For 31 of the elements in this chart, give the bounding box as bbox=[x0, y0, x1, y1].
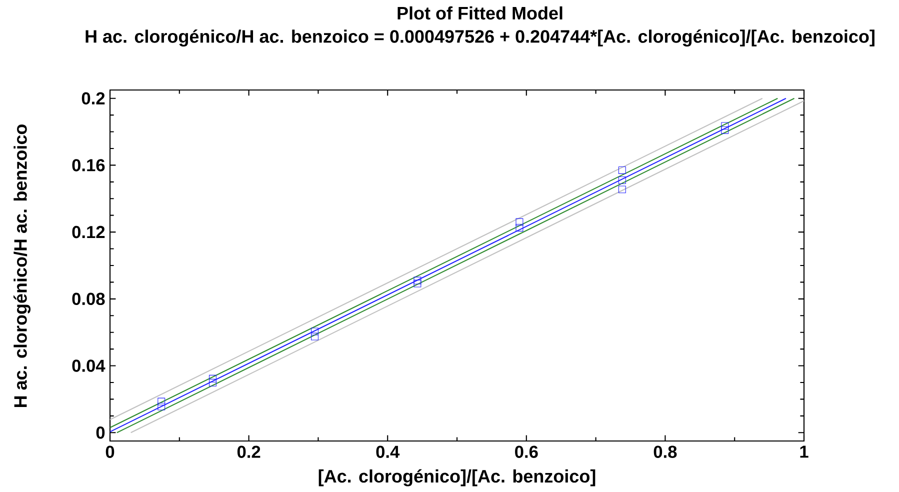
x-tick-label: 1 bbox=[800, 446, 808, 458]
point bbox=[618, 186, 626, 194]
chart-title: Plot of Fitted Model bbox=[398, 6, 562, 20]
point bbox=[618, 176, 626, 184]
point bbox=[516, 224, 524, 232]
x-tick-label: 0.2 bbox=[237, 446, 260, 458]
x-tick-label: 0.6 bbox=[515, 446, 538, 458]
x-tick-label: 0 bbox=[106, 446, 114, 458]
point bbox=[208, 378, 216, 386]
point bbox=[414, 280, 422, 288]
point bbox=[158, 398, 166, 406]
point bbox=[618, 166, 626, 174]
point bbox=[721, 122, 729, 130]
y-tick-label: 0 bbox=[96, 426, 105, 439]
y-tick-label: 0.16 bbox=[72, 159, 105, 172]
point bbox=[516, 218, 524, 226]
chart-subtitle: H ac. clorogénico/H ac. benzoico = 0.000497526 + 0.204744*[Ac. clorogénico]/[Ac. benzoico] bbox=[86, 29, 874, 46]
y-axis-title: H ac. clorogénico/H ac. benzoico bbox=[14, 124, 31, 407]
point bbox=[414, 276, 422, 284]
x-axis-title: [Ac. clorogénico]/[Ac. benzoico] bbox=[318, 469, 596, 486]
x-tick-label: 0.8 bbox=[654, 446, 677, 458]
point bbox=[311, 332, 318, 340]
point bbox=[208, 374, 216, 382]
y-tick-label: 0.2 bbox=[82, 92, 105, 104]
point bbox=[311, 328, 318, 336]
x-tick-label: 0.4 bbox=[376, 446, 400, 458]
point bbox=[721, 126, 729, 134]
point bbox=[158, 402, 166, 410]
y-tick-label: 0.12 bbox=[72, 226, 105, 238]
y-tick-label: 0.08 bbox=[72, 292, 105, 306]
y-tick-label: 0.04 bbox=[72, 360, 106, 372]
